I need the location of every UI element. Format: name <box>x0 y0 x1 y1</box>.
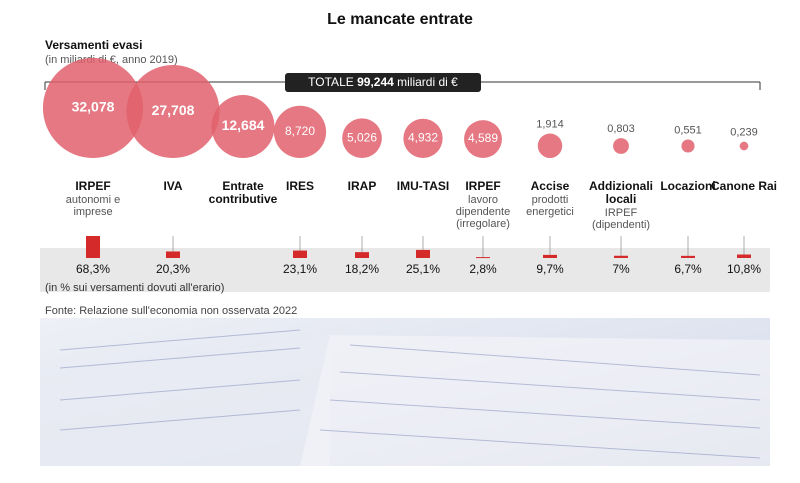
value-label: 1,914 <box>536 118 564 130</box>
share-label: 20,3% <box>156 262 190 276</box>
total-part: TOTALE <box>308 75 354 89</box>
category-name: Addizionali locali <box>589 179 653 206</box>
share-bar <box>86 236 100 258</box>
bubble <box>273 105 327 158</box>
value-label: 32,078 <box>72 99 115 115</box>
bubble <box>342 118 382 158</box>
category-name: IRES <box>285 179 314 193</box>
total-part: 99,244 <box>357 75 394 89</box>
share-label: 25,1% <box>406 262 440 276</box>
bubble <box>403 118 443 158</box>
background-photo <box>40 318 770 466</box>
bubble <box>211 95 275 158</box>
category-label: IRAP <box>326 180 398 193</box>
category-label: Canone Rai <box>708 180 780 193</box>
share-label: 9,7% <box>536 262 564 276</box>
category-description: IRPEF (dipendenti) <box>591 207 651 231</box>
share-label: 18,2% <box>345 262 379 276</box>
total-part: miliardi di € <box>397 75 458 89</box>
category-label: Entrate contributive <box>207 180 279 206</box>
category-name: IVA <box>163 179 183 193</box>
value-label: 27,708 <box>152 102 195 118</box>
category-name: Canone Rai <box>710 179 777 193</box>
category-description: autonomi e imprese <box>65 194 121 218</box>
category-name: IMU-TASI <box>396 179 450 193</box>
subtitle: Versamenti evasi <box>45 38 142 52</box>
category-name: IRAP <box>347 179 377 193</box>
share-bar <box>416 249 430 258</box>
category-name: Entrate contributive <box>208 179 278 206</box>
share-label: 7% <box>612 262 630 276</box>
share-bar <box>543 254 557 258</box>
value-label: 0,551 <box>674 124 702 136</box>
value-label: 12,684 <box>222 117 265 133</box>
share-label: 10,8% <box>727 262 761 276</box>
category-name: Accise <box>530 179 570 193</box>
chart-title: Le mancate entrate <box>327 11 473 28</box>
bubble <box>42 57 144 158</box>
share-bar <box>355 252 369 258</box>
bubble <box>739 141 749 151</box>
category-description: lavoro dipendente (irregolare) <box>455 194 511 230</box>
value-label: 4,589 <box>468 131 498 145</box>
share-note: (in % sui versamenti dovuti all'erario) <box>45 282 224 294</box>
share-label: 23,1% <box>283 262 317 276</box>
value-label: 0,803 <box>607 123 635 135</box>
category-name: Locazioni <box>660 179 716 193</box>
value-label: 5,026 <box>347 130 377 144</box>
bubble <box>681 139 695 153</box>
category-name: IRPEF <box>75 179 111 193</box>
category-label: IRPEF lavoro dipendente (irregolare) <box>447 179 519 231</box>
category-label: Locazioni <box>652 180 724 193</box>
category-name: IRPEF <box>465 179 501 193</box>
share-bar <box>614 255 628 258</box>
total-label: TOTALE 99,244 miliardi di € <box>308 75 458 89</box>
bubble <box>464 120 502 158</box>
share-bar <box>476 257 490 259</box>
bubble <box>613 138 629 154</box>
bubble <box>537 133 563 158</box>
total-box <box>285 73 481 92</box>
share-label: 2,8% <box>469 262 497 276</box>
category-description: prodotti energetici <box>526 194 574 218</box>
share-bar <box>166 251 180 258</box>
share-bar <box>293 250 307 258</box>
share-label: 68,3% <box>76 262 110 276</box>
share-label: 6,7% <box>674 262 702 276</box>
share-bar <box>737 254 751 258</box>
share-bar <box>681 255 695 258</box>
category-label: Accise prodotti energetici <box>514 179 586 219</box>
category-label: IVA <box>137 180 209 193</box>
bubbles <box>42 57 749 158</box>
bubble <box>126 64 220 158</box>
value-label: 4,932 <box>408 131 438 145</box>
category-label: Addizionali locali IRPEF (dipendenti) <box>585 179 657 232</box>
category-label: IRES <box>264 180 336 193</box>
category-label: IMU-TASI <box>387 180 459 193</box>
share-band <box>40 248 770 292</box>
value-label: 0,239 <box>730 127 758 139</box>
category-label: IRPEF autonomi e imprese <box>57 179 129 219</box>
value-label: 8,720 <box>285 124 315 138</box>
source: Fonte: Relazione sull'economia non osser… <box>45 305 297 317</box>
